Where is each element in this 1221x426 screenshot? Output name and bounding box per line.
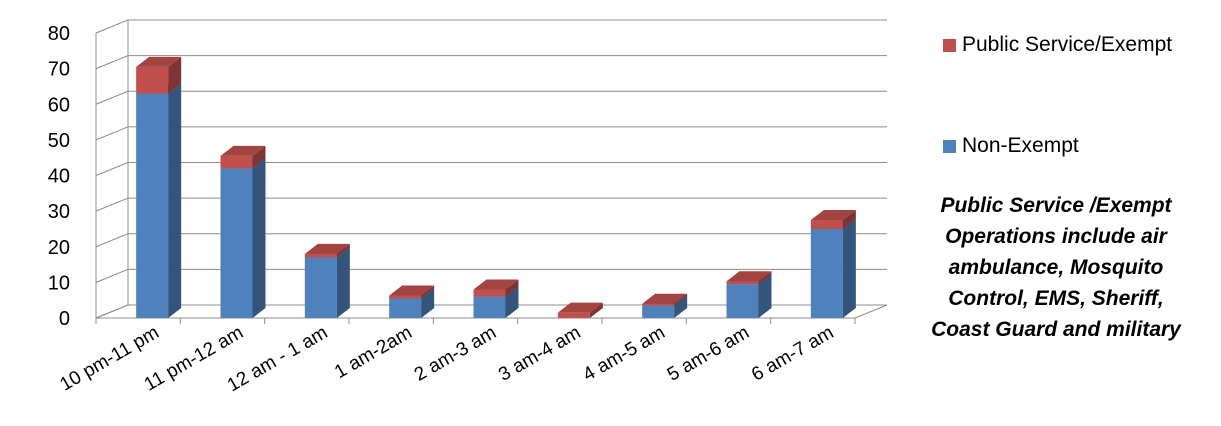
bar-side <box>843 219 856 318</box>
legend-swatch-non-exempt <box>943 140 956 153</box>
note-line: Coast Guard and military <box>900 314 1212 345</box>
bar-front <box>389 298 421 318</box>
legend-label-public-service: Public Service/Exempt <box>962 33 1172 57</box>
legend-swatch-public-service <box>943 39 956 52</box>
bar-side <box>337 247 350 318</box>
bar-public-service-exempt-0 <box>136 57 181 94</box>
bar-front <box>474 290 506 297</box>
bar-front <box>558 313 590 318</box>
bar-front <box>727 281 759 284</box>
bar-front <box>221 168 253 318</box>
y-tick-label: 10 <box>48 272 70 294</box>
bar-front <box>305 257 337 318</box>
bars <box>136 57 856 318</box>
y-tick-label: 70 <box>48 59 70 81</box>
bar-non-exempt-0 <box>136 84 181 318</box>
bar-side <box>253 158 266 318</box>
y-tick-label: 30 <box>48 201 70 223</box>
bar-front <box>221 156 253 168</box>
note-line: Control, EMS, Sheriff, <box>900 283 1212 314</box>
side-wall-gridline <box>96 91 128 104</box>
y-tick-label: 60 <box>48 94 70 116</box>
x-tick-label: 4 am-5 am <box>580 322 669 386</box>
bar-non-exempt-1 <box>221 158 266 318</box>
note-line: Public Service /Exempt <box>900 190 1212 221</box>
legend-item-non-exempt: Non-Exempt <box>943 134 1079 158</box>
side-wall-gridline <box>96 163 128 176</box>
bar-front <box>474 297 506 318</box>
bar-front <box>642 306 674 318</box>
bar-front <box>642 304 674 306</box>
y-tick-label: 40 <box>48 166 70 188</box>
bar-front <box>389 296 421 299</box>
bar-side <box>168 84 181 318</box>
side-wall-gridline <box>96 20 128 33</box>
y-axis-ticks: 0 10 20 30 40 50 60 70 80 <box>48 23 70 330</box>
x-tick-label: 3 am-4 am <box>495 322 584 386</box>
side-wall-gridline <box>96 234 128 247</box>
bar-front <box>811 229 843 318</box>
legend-item-public-service: Public Service/Exempt <box>943 33 1172 57</box>
bar-front <box>727 284 759 318</box>
side-wall-gridline <box>96 198 128 211</box>
side-wall-gridline <box>96 127 128 140</box>
y-tick-label: 50 <box>48 130 70 152</box>
annotation-note: Public Service /Exempt Operations includ… <box>900 190 1212 345</box>
bar-front <box>811 220 843 229</box>
bar-front <box>136 67 168 94</box>
y-tick-label: 20 <box>48 237 70 259</box>
bar-non-exempt-8 <box>811 219 856 318</box>
x-tick-label: 1 am-2am <box>331 322 416 383</box>
side-wall-gridline <box>96 269 128 282</box>
x-tick-label: 5 am-6 am <box>664 322 753 386</box>
x-tick-label: 6 am-7 am <box>748 322 837 386</box>
bar-non-exempt-2 <box>305 247 350 318</box>
y-tick-label: 0 <box>59 308 70 330</box>
y-tick-label: 80 <box>48 23 70 45</box>
note-line: ambulance, Mosquito <box>900 252 1212 283</box>
note-line: Operations include air <box>900 221 1212 252</box>
bar-front <box>136 94 168 318</box>
side-wall-gridline <box>96 56 128 69</box>
bar-front <box>305 254 337 258</box>
legend-label-non-exempt: Non-Exempt <box>962 134 1079 158</box>
x-tick-label: 2 am-3 am <box>411 322 500 386</box>
